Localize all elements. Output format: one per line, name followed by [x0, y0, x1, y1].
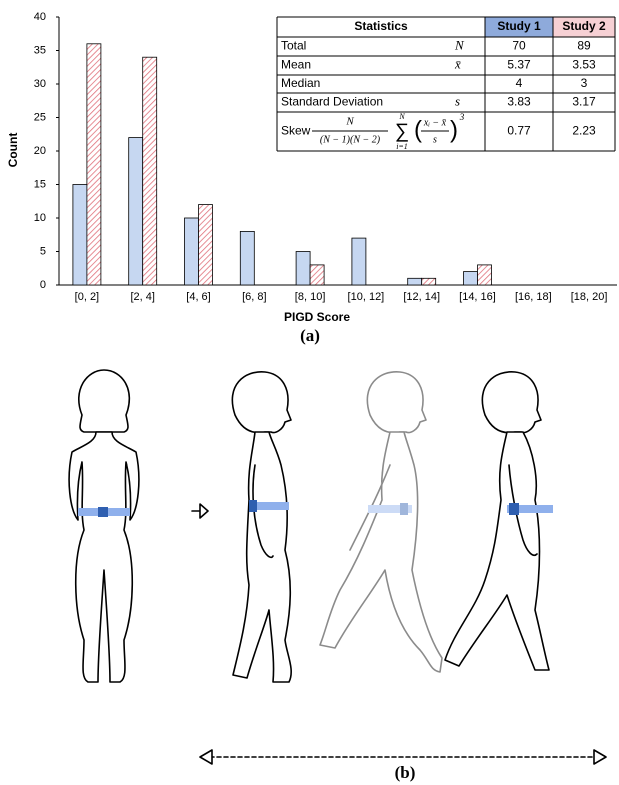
y-tick-label: 0: [40, 279, 46, 291]
y-tick-label: 10: [34, 212, 46, 224]
table-header: Statistics: [354, 19, 408, 33]
formula-part: ∑: [395, 120, 409, 142]
formula-part: 3: [459, 112, 465, 122]
row-symbol: s: [455, 93, 460, 108]
formula-part: (N − 1)(N − 2): [320, 134, 381, 145]
y-tick-label: 40: [34, 11, 46, 23]
y-tick-label: 5: [40, 245, 46, 257]
y-tick-label: 15: [34, 178, 46, 190]
bar: [240, 231, 254, 285]
bar: [199, 205, 213, 285]
formula-part: xᵢ − x̄: [423, 117, 447, 128]
figure-walk-3: [445, 372, 553, 670]
cell-value: 3: [581, 76, 588, 90]
bar: [352, 238, 366, 285]
bar: [185, 218, 199, 285]
paren: (: [414, 116, 422, 143]
x-tick-label: [8, 10]: [295, 291, 326, 303]
x-tick-label: [4, 6]: [186, 291, 210, 303]
formula-part: i=1: [396, 142, 408, 151]
row-label: Standard Deviation: [281, 95, 383, 109]
illustration: [69, 370, 606, 764]
bar: [422, 278, 436, 285]
row-label: Skew: [281, 124, 311, 138]
x-tick-label: [0, 2]: [75, 291, 99, 303]
bar: [87, 44, 101, 285]
figure: (a) (b) 0 5 10 15 20 25 30 35 40 Count PIGD Score […: [0, 0, 619, 785]
x-tick-label: [18, 20]: [571, 291, 608, 303]
x-tick-label: [14, 16]: [459, 291, 496, 303]
bar: [129, 138, 143, 285]
formula-part: N: [345, 116, 354, 128]
y-tick-label: 25: [34, 111, 46, 123]
cell-value: 3.17: [572, 95, 596, 109]
bar: [478, 265, 492, 285]
cell-value: 2.23: [572, 124, 596, 138]
formula-part: s: [433, 134, 437, 145]
bar: [464, 272, 478, 285]
cell-value: 3.83: [507, 95, 531, 109]
y-tick-label: 35: [34, 44, 46, 56]
y-tick-label: 20: [34, 145, 46, 157]
row-symbol: N: [454, 37, 465, 52]
row-label: Total: [281, 39, 306, 53]
bar: [310, 265, 324, 285]
x-tick-label: [10, 12]: [348, 291, 385, 303]
bar: [296, 252, 310, 286]
cell-value: 4: [516, 76, 523, 90]
row-label: Mean: [281, 58, 311, 72]
bar: [143, 57, 157, 285]
figure-walk-1: [232, 372, 291, 682]
figure-back: [69, 370, 139, 682]
cell-value: 89: [577, 39, 591, 53]
row-label: Median: [281, 76, 320, 90]
cell-value: 3.53: [572, 58, 596, 72]
y-tick-label: 30: [34, 78, 46, 90]
table-header: Study 1: [497, 19, 541, 33]
x-tick-label: [6, 8]: [242, 291, 266, 303]
cell-value: 70: [512, 39, 526, 53]
x-tick-label: [2, 4]: [130, 291, 154, 303]
x-axis-label: PIGD Score: [284, 310, 350, 324]
table-header: Study 2: [562, 19, 606, 33]
cell-value: 0.77: [507, 124, 531, 138]
figure-walk-2: [320, 372, 442, 672]
cell-value: 5.37: [507, 58, 531, 72]
y-axis-label: Count: [6, 133, 20, 168]
formula-part: N: [398, 112, 405, 121]
x-tick-label: [16, 18]: [515, 291, 552, 303]
caption-a: (a): [300, 326, 320, 345]
bar: [408, 278, 422, 285]
row-symbol: x̄: [454, 56, 461, 71]
x-tick-label: [12, 14]: [403, 291, 440, 303]
paren: ): [450, 116, 458, 143]
bar: [73, 185, 87, 286]
caption-b: (b): [395, 763, 416, 782]
